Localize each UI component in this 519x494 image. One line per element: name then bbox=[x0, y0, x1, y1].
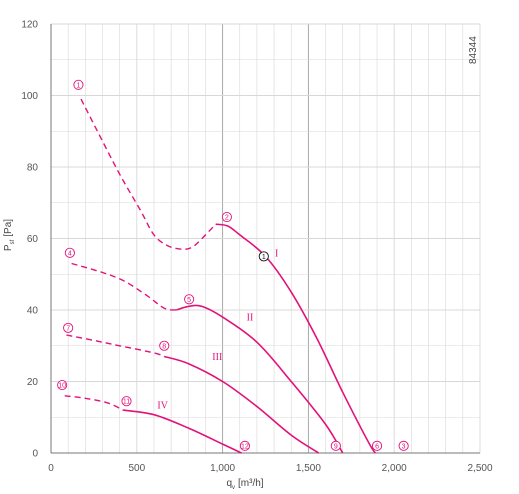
grid bbox=[50, 23, 481, 454]
marker-number: 9 bbox=[334, 443, 338, 450]
y-axis-label: Psf[Pa] bbox=[3, 219, 16, 251]
marker-circle bbox=[221, 211, 232, 223]
marker-number: 5 bbox=[187, 297, 191, 304]
curve-i-dashed bbox=[80, 98, 217, 250]
marker-circle bbox=[184, 294, 195, 305]
operating-point-marker: 1 bbox=[258, 251, 269, 262]
operating-point-marker: 11 bbox=[121, 396, 132, 407]
operating-point-marker: 3 bbox=[398, 440, 409, 451]
y-tick-label: 60 bbox=[27, 234, 39, 245]
curve-iii-label: III bbox=[212, 352, 222, 363]
tick-labels: 0 500 1,000 1,500 2,000 2,500 0 20 40 60 80 100 120 bbox=[21, 20, 493, 475]
marker-number: 12 bbox=[241, 443, 249, 450]
marker-number: 6 bbox=[375, 443, 379, 450]
operating-point-marker: 6 bbox=[371, 440, 383, 451]
marker-circle bbox=[159, 340, 170, 351]
marker-circle bbox=[57, 380, 68, 391]
curve-ii-solid bbox=[176, 304, 344, 454]
y-tick-label: 20 bbox=[27, 377, 39, 388]
marker-number: 11 bbox=[123, 399, 130, 406]
marker-number: 3 bbox=[402, 443, 406, 450]
x-tick-label: 2,000 bbox=[382, 463, 407, 474]
curve-i-label: I bbox=[275, 248, 278, 259]
operating-point-marker: 8 bbox=[159, 340, 170, 351]
marker-circle bbox=[64, 247, 75, 258]
marker-circle bbox=[63, 322, 74, 333]
y-tick-label: 80 bbox=[27, 163, 39, 174]
operating-point-marker: 7 bbox=[63, 322, 74, 333]
marker-number: 1 bbox=[77, 82, 81, 89]
curve-i-solid bbox=[215, 223, 376, 454]
y-tick-label: 100 bbox=[21, 91, 38, 102]
x-tick-label: 1,000 bbox=[210, 463, 235, 474]
marker-circle bbox=[239, 440, 250, 451]
operating-point-marker: 9 bbox=[330, 440, 341, 451]
curve-ii-label: II bbox=[247, 313, 254, 324]
marker-number: 10 bbox=[58, 383, 66, 390]
marker-circle bbox=[330, 440, 341, 451]
marker-number: 1 bbox=[262, 254, 266, 261]
marker-number: 7 bbox=[66, 325, 70, 332]
marker-circle bbox=[398, 440, 409, 451]
curve-iii-dashed bbox=[66, 334, 165, 358]
operating-point-marker: 1 bbox=[73, 79, 84, 90]
x-tick-label: 500 bbox=[128, 463, 145, 474]
marker-number: 4 bbox=[68, 250, 72, 257]
x-tick-label: 1,500 bbox=[296, 463, 321, 474]
y-tick-label: 0 bbox=[32, 449, 38, 460]
operating-point-marker: 10 bbox=[57, 380, 68, 391]
curve-iv-label: IV bbox=[157, 400, 168, 411]
y-tick-label: 120 bbox=[21, 20, 38, 31]
curve-ii-dashed bbox=[71, 262, 177, 311]
curve-iv-dashed bbox=[64, 395, 124, 411]
y-tick-label: 40 bbox=[27, 306, 39, 317]
operating-point-marker: 5 bbox=[184, 294, 195, 305]
curve-iii-solid bbox=[164, 355, 320, 454]
operating-point-marker: 4 bbox=[64, 247, 75, 258]
marker-number: 2 bbox=[225, 215, 229, 222]
curve-iv-solid bbox=[122, 409, 242, 454]
marker-circle bbox=[371, 440, 383, 451]
x-tick-label: 2,500 bbox=[467, 463, 492, 474]
marker-number: 8 bbox=[162, 343, 166, 350]
x-tick-label: 0 bbox=[48, 463, 54, 474]
marker-circle bbox=[258, 251, 269, 262]
operating-point-marker: 12 bbox=[239, 440, 250, 451]
operating-point-marker: 2 bbox=[221, 211, 232, 223]
marker-circle bbox=[73, 79, 84, 90]
x-axis-label: qv [m³/h] bbox=[226, 478, 263, 491]
marker-circle bbox=[121, 396, 132, 407]
drawing-code: 84344 bbox=[468, 36, 479, 64]
